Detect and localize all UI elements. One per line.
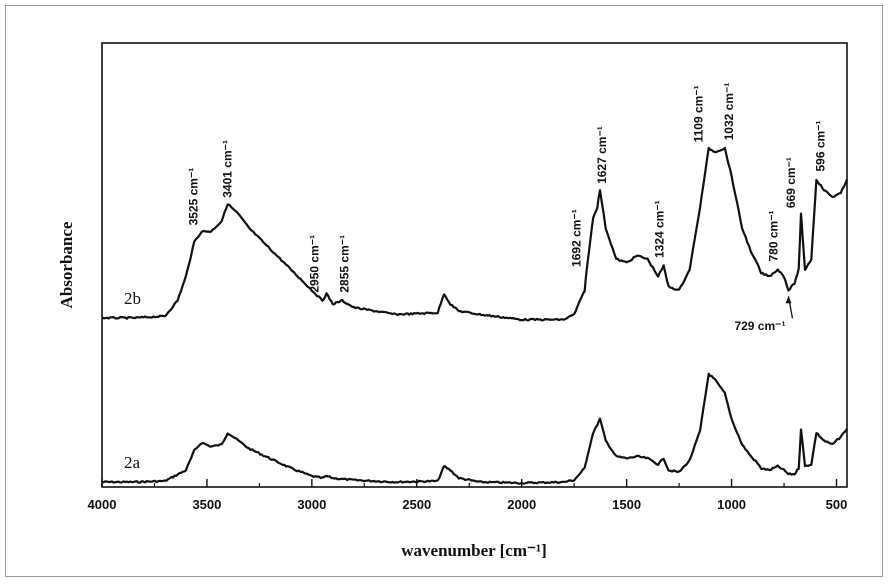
x-tick-label-1500: 1500 <box>612 497 641 512</box>
peak-label-1109: 1109 cm⁻¹ <box>692 85 706 142</box>
peak-label-1324: 1324 cm⁻¹ <box>653 200 667 258</box>
peak-label-2855: 2855 cm⁻¹ <box>337 235 351 293</box>
x-tick-label-4000: 4000 <box>88 497 117 512</box>
peak-label-3525: 3525 cm⁻¹ <box>187 168 201 226</box>
x-tick-label-3500: 3500 <box>192 497 221 512</box>
peak-label-1627: 1627 cm⁻¹ <box>595 126 609 184</box>
peak-arrowhead-729 <box>785 296 792 304</box>
x-axis: 4000 3500 3000 2500 2000 1500 1000 500 <box>88 479 848 512</box>
x-axis-title: wavenumber [cm⁻¹] <box>401 541 546 560</box>
peak-label-729: 729 cm⁻¹ <box>734 319 785 333</box>
series-2b-line <box>101 146 849 322</box>
peak-label-3401: 3401 cm⁻¹ <box>221 140 235 198</box>
series-layer: 2a 2b <box>101 146 849 485</box>
figure-frame <box>5 5 883 577</box>
plot-area <box>101 42 848 488</box>
x-tick-label-2000: 2000 <box>507 497 536 512</box>
x-tick-label-1000: 1000 <box>717 497 746 512</box>
peak-label-2950: 2950 cm⁻¹ <box>307 235 321 293</box>
x-tick-label-2500: 2500 <box>402 497 431 512</box>
y-axis-title: Absorbance <box>57 221 76 308</box>
peak-label-1692: 1692 cm⁻¹ <box>569 209 583 267</box>
annotation-layer: 3525 cm⁻¹ 3401 cm⁻¹ 2950 cm⁻¹ 2855 cm⁻¹ 1692… <box>187 83 828 334</box>
peak-label-1032: 1032 cm⁻¹ <box>722 83 736 141</box>
x-tick-label-500: 500 <box>826 497 848 512</box>
series-label-2b: 2b <box>124 289 141 308</box>
peak-label-596: 596 cm⁻¹ <box>813 120 827 171</box>
series-2a-line <box>101 372 848 485</box>
peak-label-669: 669 cm⁻¹ <box>784 157 798 208</box>
series-label-2a: 2a <box>124 453 141 472</box>
x-tick-label-3000: 3000 <box>297 497 326 512</box>
peak-label-780: 780 cm⁻¹ <box>767 210 781 261</box>
